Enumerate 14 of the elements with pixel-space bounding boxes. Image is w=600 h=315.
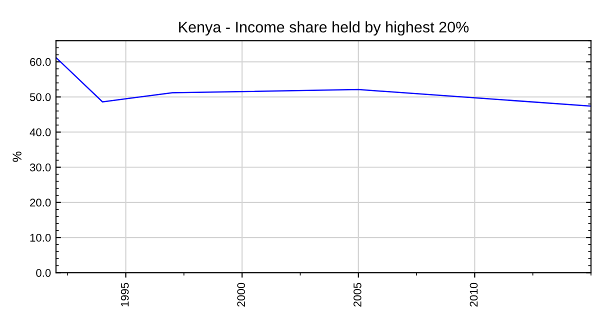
y-tick-label: 10.0	[30, 234, 51, 242]
line-series	[56, 56, 591, 107]
x-tick-label: 2010	[470, 282, 478, 307]
y-tick-label: 60.0	[30, 58, 51, 66]
y-tick-label: 40.0	[30, 128, 51, 136]
y-tick-label: 50.0	[30, 93, 51, 102]
x-tick-label: 2000	[237, 282, 246, 307]
chart-title: Kenya - Income share held by highest 20%	[179, 21, 469, 36]
y-axis-title: %	[12, 152, 22, 162]
y-tick-label: 30.0	[30, 164, 51, 172]
x-tick-label: 1995	[120, 282, 129, 306]
y-tick-label: 20.0	[30, 198, 51, 207]
y-tick-label: 0.0	[36, 268, 51, 277]
x-tick-label: 2005	[354, 282, 362, 307]
